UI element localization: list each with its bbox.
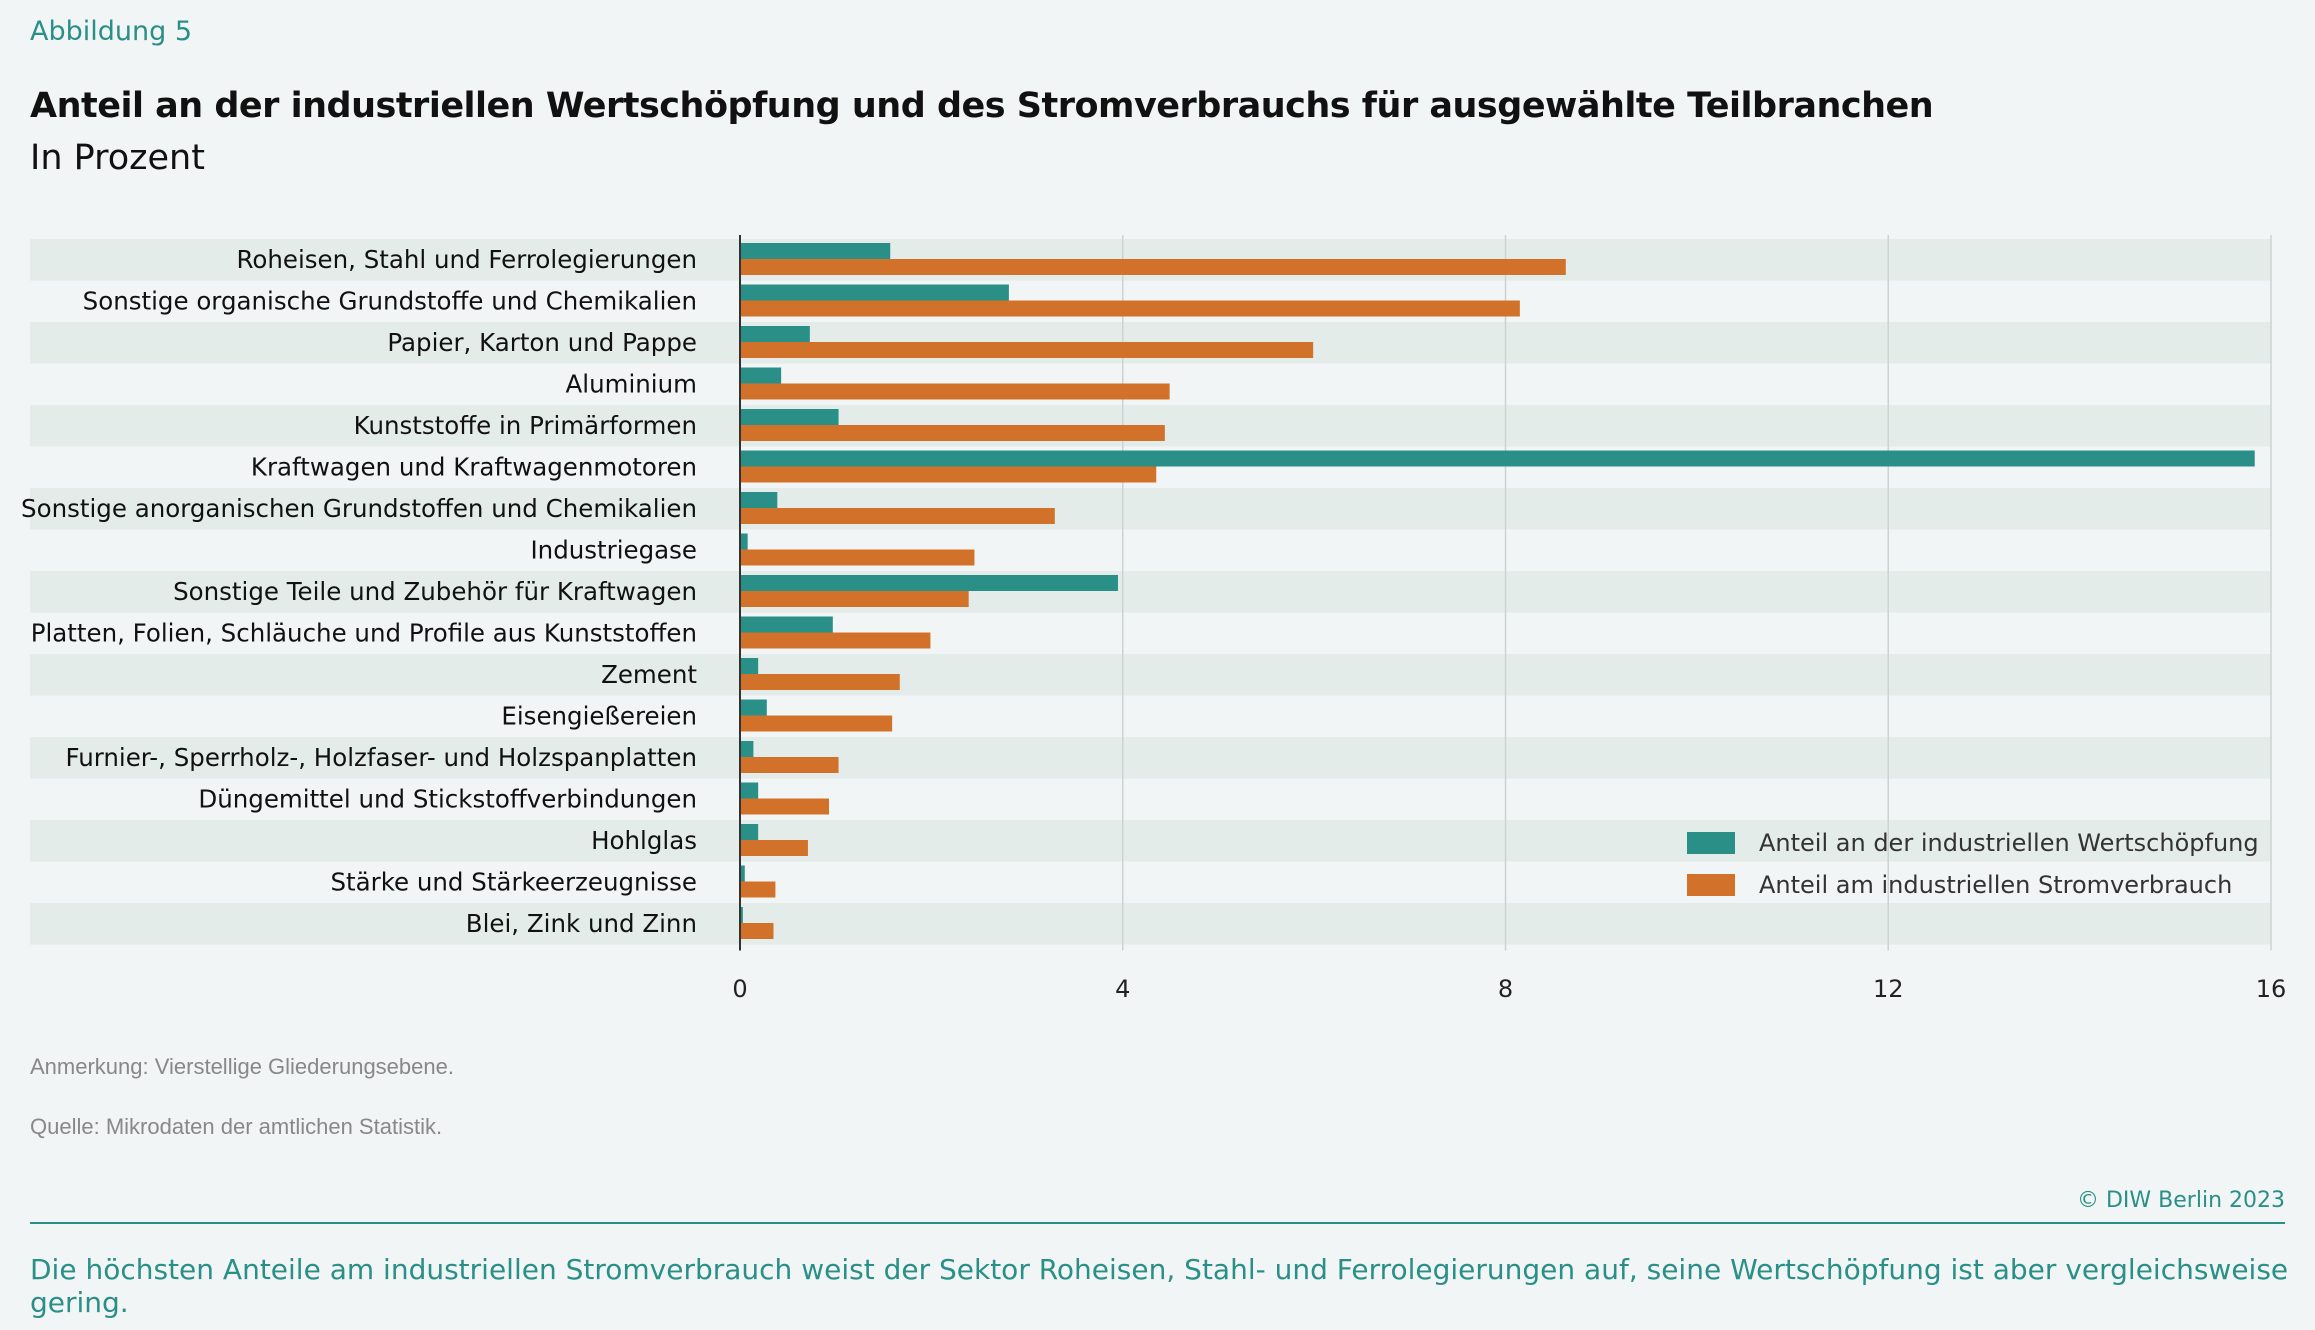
row-stripe bbox=[30, 903, 2271, 945]
row-stripe bbox=[30, 737, 2271, 779]
legend-swatch bbox=[1687, 874, 1735, 896]
bar-wertschoepfung bbox=[741, 243, 891, 259]
category-label: Roheisen, Stahl und Ferrolegierungen bbox=[236, 245, 697, 274]
category-label: Furnier-, Sperrholz-, Holzfaser- und Hol… bbox=[65, 743, 697, 772]
bar-chart: 0 4 8 12 16 Roheisen, Stahl und Ferrolegierun… bbox=[21, 235, 2287, 1003]
source: Quelle: Mikrodaten der amtlichen Statist… bbox=[30, 1114, 443, 1139]
bar-stromverbrauch bbox=[741, 798, 829, 815]
caption: Die höchsten Anteile am industriellen St… bbox=[30, 1253, 2289, 1319]
bar-wertschoepfung bbox=[741, 741, 754, 757]
category-label: Kraftwagen und Kraftwagenmotoren bbox=[251, 453, 697, 482]
row-stripe bbox=[30, 654, 2271, 696]
bar-stromverbrauch bbox=[741, 383, 1170, 400]
bar-stromverbrauch bbox=[741, 840, 808, 856]
legend-label: Anteil am industriellen Stromverbrauch bbox=[1759, 871, 2232, 899]
category-label: Sonstige Teile und Zubehör für Kraftwage… bbox=[173, 577, 697, 606]
category-label: Sonstige anorganischen Grundstoffen und … bbox=[21, 494, 697, 523]
category-label: Aluminium bbox=[566, 370, 698, 399]
bar-stromverbrauch bbox=[741, 632, 931, 649]
category-label: Hohlglas bbox=[591, 826, 697, 855]
category-label: Kunststoffe in Primärformen bbox=[354, 411, 697, 440]
bar-stromverbrauch bbox=[741, 259, 1566, 275]
legend-label: Anteil an der industriellen Wertschöpfun… bbox=[1759, 829, 2259, 857]
bar-wertschoepfung bbox=[741, 450, 2255, 467]
category-label: Eisengießereien bbox=[501, 702, 697, 731]
x-tick-label: 0 bbox=[732, 975, 747, 1003]
bar-wertschoepfung bbox=[741, 284, 1009, 301]
category-label: Blei, Zink und Zinn bbox=[466, 909, 697, 938]
copyright: © DIW Berlin 2023 bbox=[2077, 1188, 2285, 1213]
bar-stromverbrauch bbox=[741, 466, 1157, 483]
bar-wertschoepfung bbox=[741, 326, 810, 342]
category-label: Sonstige organische Grundstoffe und Chem… bbox=[83, 287, 697, 316]
legend-swatch bbox=[1687, 832, 1735, 854]
divider bbox=[30, 1222, 2285, 1224]
category-label: Zement bbox=[601, 660, 697, 689]
bar-wertschoepfung bbox=[741, 367, 782, 384]
x-tick-label: 16 bbox=[2256, 975, 2287, 1003]
bar-stromverbrauch bbox=[741, 425, 1165, 441]
category-label: Papier, Karton und Pappe bbox=[387, 328, 697, 357]
bar-wertschoepfung bbox=[741, 658, 759, 674]
bar-wertschoepfung bbox=[741, 575, 1118, 591]
bar-wertschoepfung bbox=[741, 533, 748, 550]
bar-wertschoepfung bbox=[741, 699, 767, 716]
bar-wertschoepfung bbox=[741, 824, 759, 840]
bar-wertschoepfung bbox=[741, 409, 839, 425]
chart-subtitle: In Prozent bbox=[30, 138, 205, 178]
bar-wertschoepfung bbox=[741, 782, 759, 799]
bar-stromverbrauch bbox=[741, 715, 893, 732]
x-tick-label: 4 bbox=[1115, 975, 1130, 1003]
row-stripe bbox=[30, 488, 2271, 530]
bar-stromverbrauch bbox=[741, 757, 839, 773]
category-label: Industriegase bbox=[530, 536, 697, 565]
bar-stromverbrauch bbox=[741, 549, 975, 566]
bar-stromverbrauch bbox=[741, 881, 776, 898]
bar-wertschoepfung bbox=[741, 907, 743, 923]
bar-wertschoepfung bbox=[741, 616, 833, 633]
row-stripe bbox=[30, 820, 2271, 862]
x-tick-label: 12 bbox=[1873, 975, 1904, 1003]
bar-stromverbrauch bbox=[741, 300, 1520, 317]
category-label: Stärke und Stärkeerzeugnisse bbox=[330, 868, 697, 897]
bar-wertschoepfung bbox=[741, 492, 778, 508]
x-tick-label: 8 bbox=[1498, 975, 1513, 1003]
chart-title: Anteil an der industriellen Wertschöpfun… bbox=[30, 86, 1934, 126]
row-stripe bbox=[30, 571, 2271, 613]
bar-stromverbrauch bbox=[741, 342, 1314, 358]
figure-number: Abbildung 5 bbox=[30, 16, 193, 47]
bar-stromverbrauch bbox=[741, 674, 900, 690]
bar-stromverbrauch bbox=[741, 923, 774, 939]
bar-stromverbrauch bbox=[741, 591, 969, 607]
bar-wertschoepfung bbox=[741, 865, 745, 882]
bar-stromverbrauch bbox=[741, 508, 1055, 524]
note: Anmerkung: Vierstellige Gliederungsebene… bbox=[30, 1054, 454, 1079]
category-label: Düngemittel und Stickstoffverbindungen bbox=[198, 785, 697, 814]
category-label: Platten, Folien, Schläuche und Profile a… bbox=[31, 619, 697, 648]
